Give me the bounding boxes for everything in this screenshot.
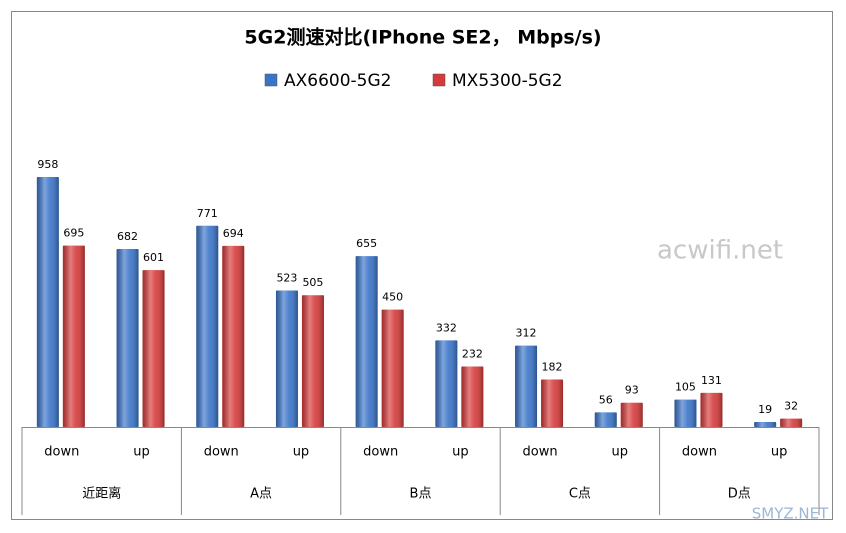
value-label: 450 [382,291,403,304]
bar-shine [780,418,803,427]
value-label: 232 [462,347,483,360]
bar-shine [275,290,298,427]
bar-shine [222,245,245,427]
x-tick-label: up [771,445,788,460]
bar-shine [196,225,219,427]
group-label: B点 [410,487,432,502]
bar-shine [116,249,139,427]
value-label: 771 [197,207,218,220]
value-label: 32 [784,400,798,413]
x-tick-label: down [44,445,79,460]
x-tick-label: down [204,445,239,460]
value-label: 655 [356,237,377,250]
group-label: 近距离 [82,486,121,502]
x-tick-label: up [133,445,150,460]
value-label: 312 [516,327,537,340]
bar-shine [515,345,538,427]
bar-shine [700,392,723,427]
legend-swatch [432,73,446,87]
x-tick-label: down [363,445,398,460]
value-label: 105 [675,381,696,394]
value-label: 694 [223,227,244,240]
legend-label: AX6600-5G2 [284,71,391,91]
value-label: 19 [758,403,772,416]
value-label: 131 [701,374,722,387]
value-label: 523 [276,272,297,285]
value-label: 56 [599,393,613,406]
watermark: acwifi.net [657,236,783,266]
bar-shine [541,379,564,427]
x-tick-label: up [293,445,310,460]
group-label: A点 [250,487,272,502]
value-label: 332 [436,321,457,334]
legend-label: MX5300-5G2 [452,71,563,91]
value-label: 958 [37,158,58,171]
group-label: D点 [728,487,751,502]
bar-shine [36,177,59,427]
bar-shine [594,412,617,427]
value-label: 182 [542,361,563,374]
bar-shine [301,295,324,427]
value-label: 601 [143,251,164,264]
bar-shine [62,245,85,427]
chart-title: 5G2测速对比(IPhone SE2， Mbps/s) [244,26,601,49]
bar-shine [754,422,777,427]
value-label: 695 [63,227,84,240]
bar-shine [142,270,165,427]
bar-shine [381,309,404,427]
bar-shine [435,340,458,427]
x-tick-label: down [682,445,717,460]
value-label: 93 [625,384,639,397]
watermark: SMYZ.NET [752,505,829,523]
chart-frame [11,11,833,520]
bar-shine [461,366,484,427]
group-label: C点 [569,487,591,502]
bar-shine [355,256,378,427]
value-label: 505 [302,276,323,289]
bar-shine [674,399,697,427]
x-tick-label: down [523,445,558,460]
value-label: 682 [117,230,138,243]
x-tick-label: up [452,445,469,460]
x-tick-label: up [612,445,629,460]
bar-shine [620,402,643,427]
legend-swatch [264,73,278,87]
